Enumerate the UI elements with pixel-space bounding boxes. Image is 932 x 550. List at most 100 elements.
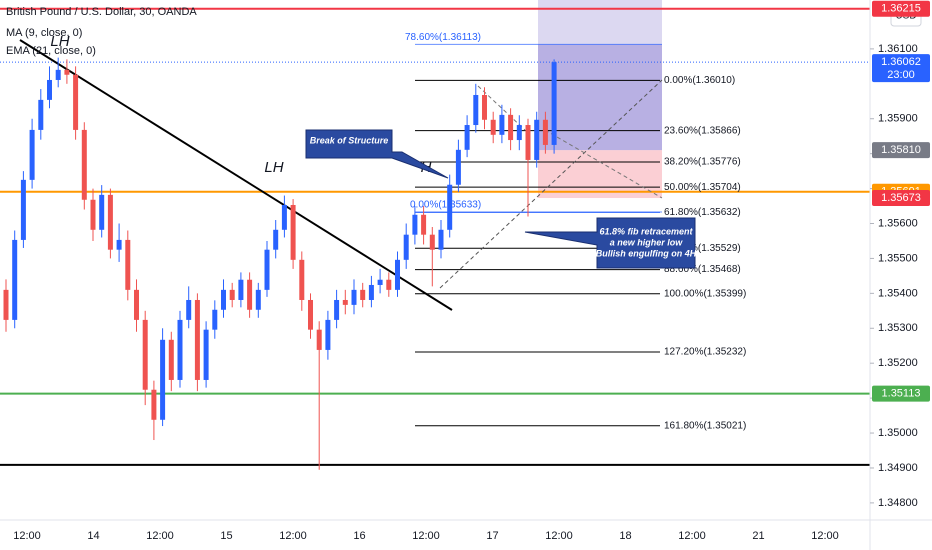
price-tag-label: 1.35810 <box>881 144 921 156</box>
x-tick-label: 12:00 <box>146 530 174 542</box>
candle-body <box>47 79 52 100</box>
callout-box <box>305 129 449 179</box>
candle-body <box>438 229 444 250</box>
candle-body <box>194 299 200 380</box>
candle-body <box>186 299 192 320</box>
y-tick-label: 1.35900 <box>878 113 918 125</box>
x-tick-label: 17 <box>486 530 498 542</box>
candle-body <box>247 279 253 310</box>
candle-body <box>551 62 557 145</box>
candle-body <box>342 299 348 305</box>
fib-label: 88.60%(1.35468) <box>664 264 741 275</box>
x-tick-label: 16 <box>353 530 365 542</box>
candle-body <box>377 279 383 285</box>
candle-body <box>151 389 157 420</box>
callout-text: Bullish engulfing on 4H <box>596 248 697 258</box>
candle-body <box>325 319 331 350</box>
candle-body <box>395 259 400 290</box>
x-tick-label: 18 <box>619 530 631 542</box>
x-tick-label: 12:00 <box>412 530 440 542</box>
countdown: 23:00 <box>887 69 915 81</box>
candle-body <box>81 129 87 200</box>
candle-body <box>490 119 496 135</box>
price-tag-label: 1.36062 <box>881 56 921 68</box>
x-tick-label: 12:00 <box>13 530 41 542</box>
callout-text: Break of Structure <box>310 135 389 145</box>
candle-body <box>447 184 453 230</box>
candle-body <box>264 249 270 290</box>
y-tick-label: 1.35000 <box>878 427 918 439</box>
fib-trend-line <box>439 79 663 289</box>
price-tag <box>872 54 930 83</box>
candle-body <box>455 149 461 185</box>
price-tag-label: 1.35673 <box>881 192 921 204</box>
candle-body <box>238 279 244 300</box>
candle-body <box>273 229 279 250</box>
price-tag <box>872 190 930 207</box>
price-tag <box>872 385 930 402</box>
candle-body <box>403 234 409 260</box>
x-tick-label: 15 <box>220 530 232 542</box>
y-tick-label: 1.35400 <box>878 287 918 299</box>
candle-body <box>73 74 79 130</box>
fib-label: 78.60%(1.35529) <box>664 243 741 254</box>
fib-label: 23.60%(1.35866) <box>664 125 741 136</box>
dashed-guide <box>477 85 526 131</box>
candle-body <box>221 289 226 310</box>
candle-body <box>3 289 9 320</box>
candle-body <box>177 319 183 380</box>
stop-zone <box>538 150 662 199</box>
price-tag-label: 1.35113 <box>882 387 921 399</box>
callout-text: a new higher low <box>610 237 684 247</box>
candle-body <box>473 94 479 126</box>
indicator: EMA (21, close, 0) <box>6 45 96 57</box>
callout-box <box>524 217 696 269</box>
candle-body <box>12 239 18 320</box>
fib-label: 78.60%(1.36113) <box>405 32 481 43</box>
candle-body <box>134 289 139 320</box>
candle-body <box>29 129 35 180</box>
x-tick-label: 12:00 <box>545 530 573 542</box>
candle-body <box>334 299 340 320</box>
x-tick-label: 21 <box>752 530 764 542</box>
candle-body <box>55 69 61 80</box>
candle-body <box>281 204 287 230</box>
candle-body <box>168 339 174 380</box>
candle-body <box>142 319 148 390</box>
candle-body <box>308 299 313 330</box>
candle-body <box>368 284 374 300</box>
fib-label: 61.80%(1.35632) <box>664 207 741 218</box>
candle-body <box>99 194 105 230</box>
candle-body <box>125 239 131 290</box>
candle-body <box>64 69 70 75</box>
candle-body <box>525 125 531 160</box>
candle-body <box>212 309 218 330</box>
fib-label: 100.00%(1.35399) <box>664 288 746 299</box>
candle-body <box>429 234 435 250</box>
price-tag <box>872 0 930 17</box>
price-tag-label: 1.36215 <box>881 3 921 15</box>
candle-body <box>464 125 470 150</box>
x-tick-label: 14 <box>87 530 99 542</box>
y-tick-label: 1.34800 <box>878 497 918 509</box>
fib-label: 0.00%(1.36010) <box>664 75 735 86</box>
annotation: LH <box>264 159 283 176</box>
candle-body <box>107 194 113 250</box>
candle-body <box>516 125 522 141</box>
candle-body <box>360 289 366 300</box>
candle-body <box>20 179 26 240</box>
fib-label: 38.20%(1.35776) <box>664 157 741 168</box>
candle-body <box>508 114 514 141</box>
trend-line <box>19 39 453 311</box>
y-tick-label: 1.35200 <box>878 357 918 369</box>
x-tick-label: 12:00 <box>279 530 307 542</box>
price-axis <box>870 0 932 520</box>
candle-body <box>229 289 235 300</box>
candle-body <box>38 99 44 130</box>
candle-body <box>299 259 305 300</box>
candle-body <box>351 289 357 305</box>
candle-body <box>499 114 505 135</box>
candle-body <box>386 279 392 290</box>
target-zone-upper <box>538 0 662 45</box>
